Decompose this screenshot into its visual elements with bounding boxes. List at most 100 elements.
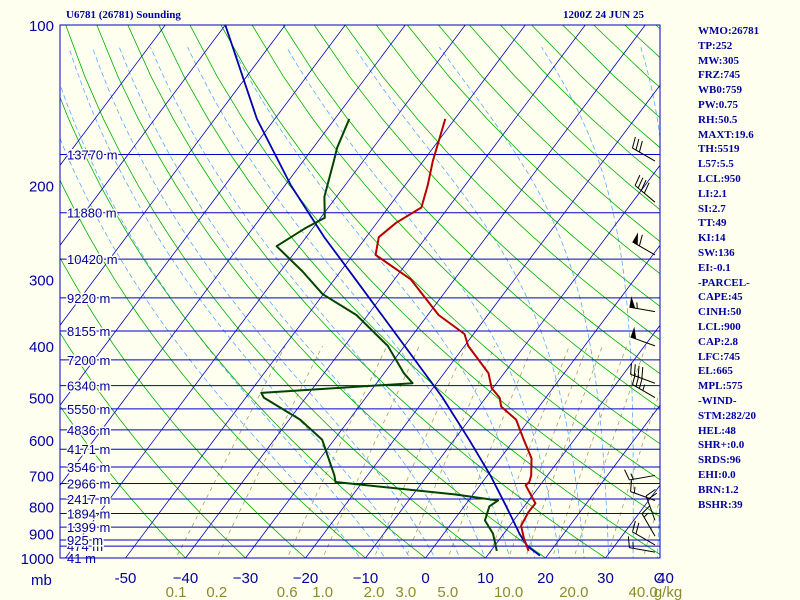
mixing-ratio-unit-label: g/kg xyxy=(654,584,682,600)
wind-barb xyxy=(624,469,656,481)
isotherms xyxy=(60,25,660,558)
pressure-unit-label: mb xyxy=(31,572,52,589)
moist-adiabat xyxy=(286,46,560,558)
moist-adiabat xyxy=(91,46,436,558)
isobars xyxy=(60,154,660,559)
stat-line: TH:5519 xyxy=(698,143,740,156)
mixing-ratio-line xyxy=(447,345,534,558)
dry-adiabat xyxy=(438,25,660,242)
moist-adiabat xyxy=(187,46,511,558)
isotherm xyxy=(245,25,646,558)
stat-line: SRDS:96 xyxy=(698,454,741,467)
dry-adiabat xyxy=(313,25,660,375)
mixing-ratio-line xyxy=(488,345,570,558)
height-label: 6340 m xyxy=(67,379,110,394)
dry-adiabats xyxy=(60,25,660,558)
stat-line: MPL:575 xyxy=(698,380,743,393)
mixing-ratio-tick-label: 40.0 xyxy=(629,584,658,600)
height-label: 10420 m xyxy=(67,252,118,267)
stat-line: EL:665 xyxy=(698,365,733,378)
wind-barb xyxy=(631,136,656,162)
temperature-tick-label: 20 xyxy=(537,570,554,587)
stat-line: CAP:2.8 xyxy=(698,335,739,348)
stat-line: L57:5.5 xyxy=(698,158,734,171)
pressure-tick-label: 900 xyxy=(29,527,54,544)
temperature-tick-label: −10 xyxy=(353,570,378,587)
dry-adiabat xyxy=(593,25,660,88)
pressure-tick-label: 1000 xyxy=(21,551,54,568)
isotherm xyxy=(365,164,660,558)
pressure-tick-label: 600 xyxy=(29,433,54,450)
height-label: 4836 m xyxy=(67,423,110,438)
pressure-tick-label: 400 xyxy=(29,339,54,356)
mixing-ratio-axis: 0.1 0.2 0.6 1.0 2.0 3.0 5.0 10.0 20.0 40.0g/kg xyxy=(166,584,683,600)
moist-adiabat xyxy=(68,46,411,558)
dry-adiabat xyxy=(375,25,660,307)
temperature-axis: -50 −40 −30 −20 −10 0 10 20 30 40C xyxy=(115,570,674,587)
wind-barb xyxy=(632,232,656,256)
temperature-tick-label: −40 xyxy=(173,570,198,587)
mixing-ratio-line xyxy=(216,345,323,558)
mixing-ratio-tick-label: 20.0 xyxy=(559,584,588,600)
moist-adiabat xyxy=(541,46,634,558)
stat-line: -PARCEL- xyxy=(698,276,750,289)
mixing-ratio-tick-label: 10.0 xyxy=(494,584,523,600)
moist-adiabat xyxy=(150,46,486,558)
stat-line: TT:49 xyxy=(698,217,727,230)
height-label: 8155 m xyxy=(67,324,110,339)
isotherm xyxy=(60,25,166,166)
wind-barb xyxy=(629,296,656,313)
mixing-ratio-line xyxy=(405,345,496,558)
dry-adiabat xyxy=(127,25,607,558)
pressure-tick-label: 700 xyxy=(29,468,54,485)
temperature-line xyxy=(374,118,537,552)
dry-adiabat xyxy=(65,25,487,558)
height-label: 5550 m xyxy=(67,402,110,417)
stat-line: FRZ:745 xyxy=(698,69,741,82)
stat-line: BRN:1.2 xyxy=(698,483,739,496)
stat-line: EI:-0.1 xyxy=(698,261,731,274)
temperature-tick-label: 10 xyxy=(477,570,494,587)
stat-line: LI:2.1 xyxy=(698,187,728,200)
stat-line: MAXT:19.6 xyxy=(698,128,754,141)
height-label: 11880 m xyxy=(67,206,117,221)
dewpoint-line xyxy=(260,118,499,552)
mixing-ratio-tick-label: 3.0 xyxy=(395,584,416,600)
stat-line: WMO:26781 xyxy=(698,25,760,37)
stat-line: CINH:50 xyxy=(698,306,742,319)
moist-adiabat xyxy=(60,83,386,558)
temperature-tick-label: 0 xyxy=(421,570,429,587)
height-label: 1399 m xyxy=(67,520,110,535)
stat-line: SW:136 xyxy=(698,247,735,259)
pressure-tick-label: 500 xyxy=(29,391,54,408)
dry-adiabat xyxy=(282,25,660,409)
isotherm xyxy=(125,25,526,558)
dry-adiabat xyxy=(500,25,660,179)
height-label: 13770 m xyxy=(67,148,118,163)
stat-line: LCL:900 xyxy=(698,321,741,333)
height-label: 1894 m xyxy=(67,506,110,521)
stat-line: CAPE:45 xyxy=(698,291,743,304)
profiles xyxy=(224,25,541,557)
isotherm xyxy=(60,25,286,326)
stat-line: TP:252 xyxy=(698,39,733,52)
stat-line: LFC:745 xyxy=(698,350,741,363)
dry-adiabat xyxy=(531,25,660,149)
moist-adiabat xyxy=(438,46,610,558)
dry-adiabat xyxy=(60,257,307,558)
wind-barb xyxy=(630,362,656,384)
wind-barb xyxy=(627,536,656,553)
isotherm xyxy=(60,25,346,406)
temperature-unit-label: C xyxy=(654,570,665,587)
stat-line: BSHR:39 xyxy=(698,498,743,511)
stat-line: -WIND- xyxy=(698,395,737,407)
mixing-ratio-tick-label: 1.0 xyxy=(312,584,333,600)
isotherm xyxy=(60,25,226,246)
mixing-ratio-tick-label: 2.0 xyxy=(364,584,385,600)
wind-barb xyxy=(634,174,656,203)
isotherm xyxy=(425,244,660,558)
mixing-ratio-tick-label: 5.0 xyxy=(437,584,458,600)
isotherm xyxy=(545,404,660,558)
